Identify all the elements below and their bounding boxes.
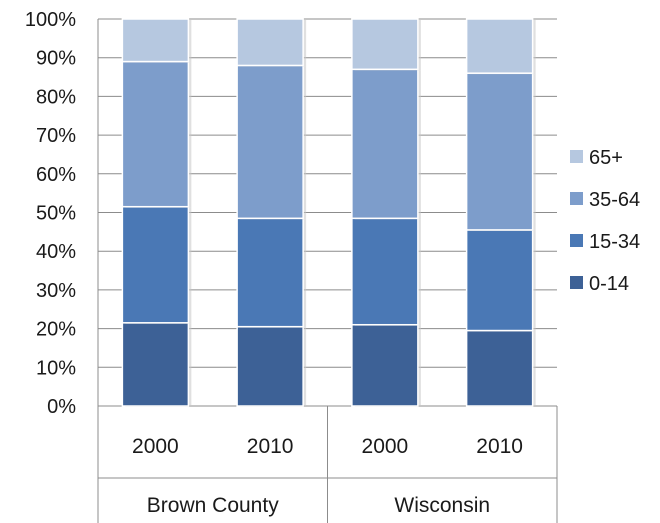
legend-label: 0-14 [589,273,629,295]
x-category-label: 2010 [476,435,523,458]
bar-segment-35-64 [121,60,190,208]
x-axis-category-labels: 2000 2010 2000 2010 Brown County Wisconsin [132,435,523,517]
bar-segment-35-64 [351,68,419,220]
x-group-label: Brown County [147,494,279,517]
y-tick-label: 0% [47,396,76,418]
x-category-label: 2000 [132,435,179,458]
x-group-label: Wisconsin [394,494,490,517]
legend-swatch [570,192,583,205]
y-axis-tick-labels: 0% 10% 20% 30% 40% 50% 60% 70% 80% 90% 100% [25,9,76,418]
legend-swatch [570,276,583,289]
legend-label: 15-34 [589,231,640,253]
bar-segment-35-64 [465,72,534,231]
y-tick-label: 30% [36,280,76,302]
bar-segment-65+ [351,18,419,71]
bar-stack [465,18,536,407]
bar-segment-0-14 [351,323,419,407]
legend-swatch [570,234,583,247]
y-tick-label: 90% [36,48,76,70]
bar-stack [121,18,192,407]
legend: 65+ 35-64 15-34 0-14 [570,147,640,295]
y-tick-label: 40% [36,241,76,263]
legend-label: 65+ [589,147,623,169]
y-tick-label: 80% [36,86,76,108]
bar-stacks [121,18,536,407]
bar-segment-15-34 [465,229,534,332]
bar-segment-15-34 [236,217,304,328]
bar-segment-15-34 [351,217,419,326]
y-tick-label: 60% [36,164,76,186]
x-category-label: 2010 [247,435,294,458]
bar-stack [351,18,421,407]
legend-label: 35-64 [589,189,640,211]
bar-segment-15-34 [121,205,190,324]
y-tick-label: 50% [36,203,76,225]
bar-segment-35-64 [236,64,304,220]
axes [97,19,558,523]
y-tick-label: 20% [36,319,76,341]
bar-segment-0-14 [121,322,190,407]
bar-segment-65+ [236,18,304,67]
y-tick-label: 100% [25,9,76,31]
bar-segment-0-14 [465,329,534,407]
bar-stack [236,18,307,407]
bar-segment-65+ [465,18,534,74]
y-tick-label: 10% [36,357,76,379]
y-tick-label: 70% [36,125,76,147]
legend-swatch [570,150,583,163]
bar-segment-0-14 [236,325,304,407]
x-category-label: 2000 [362,435,409,458]
bar-segment-65+ [121,18,190,63]
